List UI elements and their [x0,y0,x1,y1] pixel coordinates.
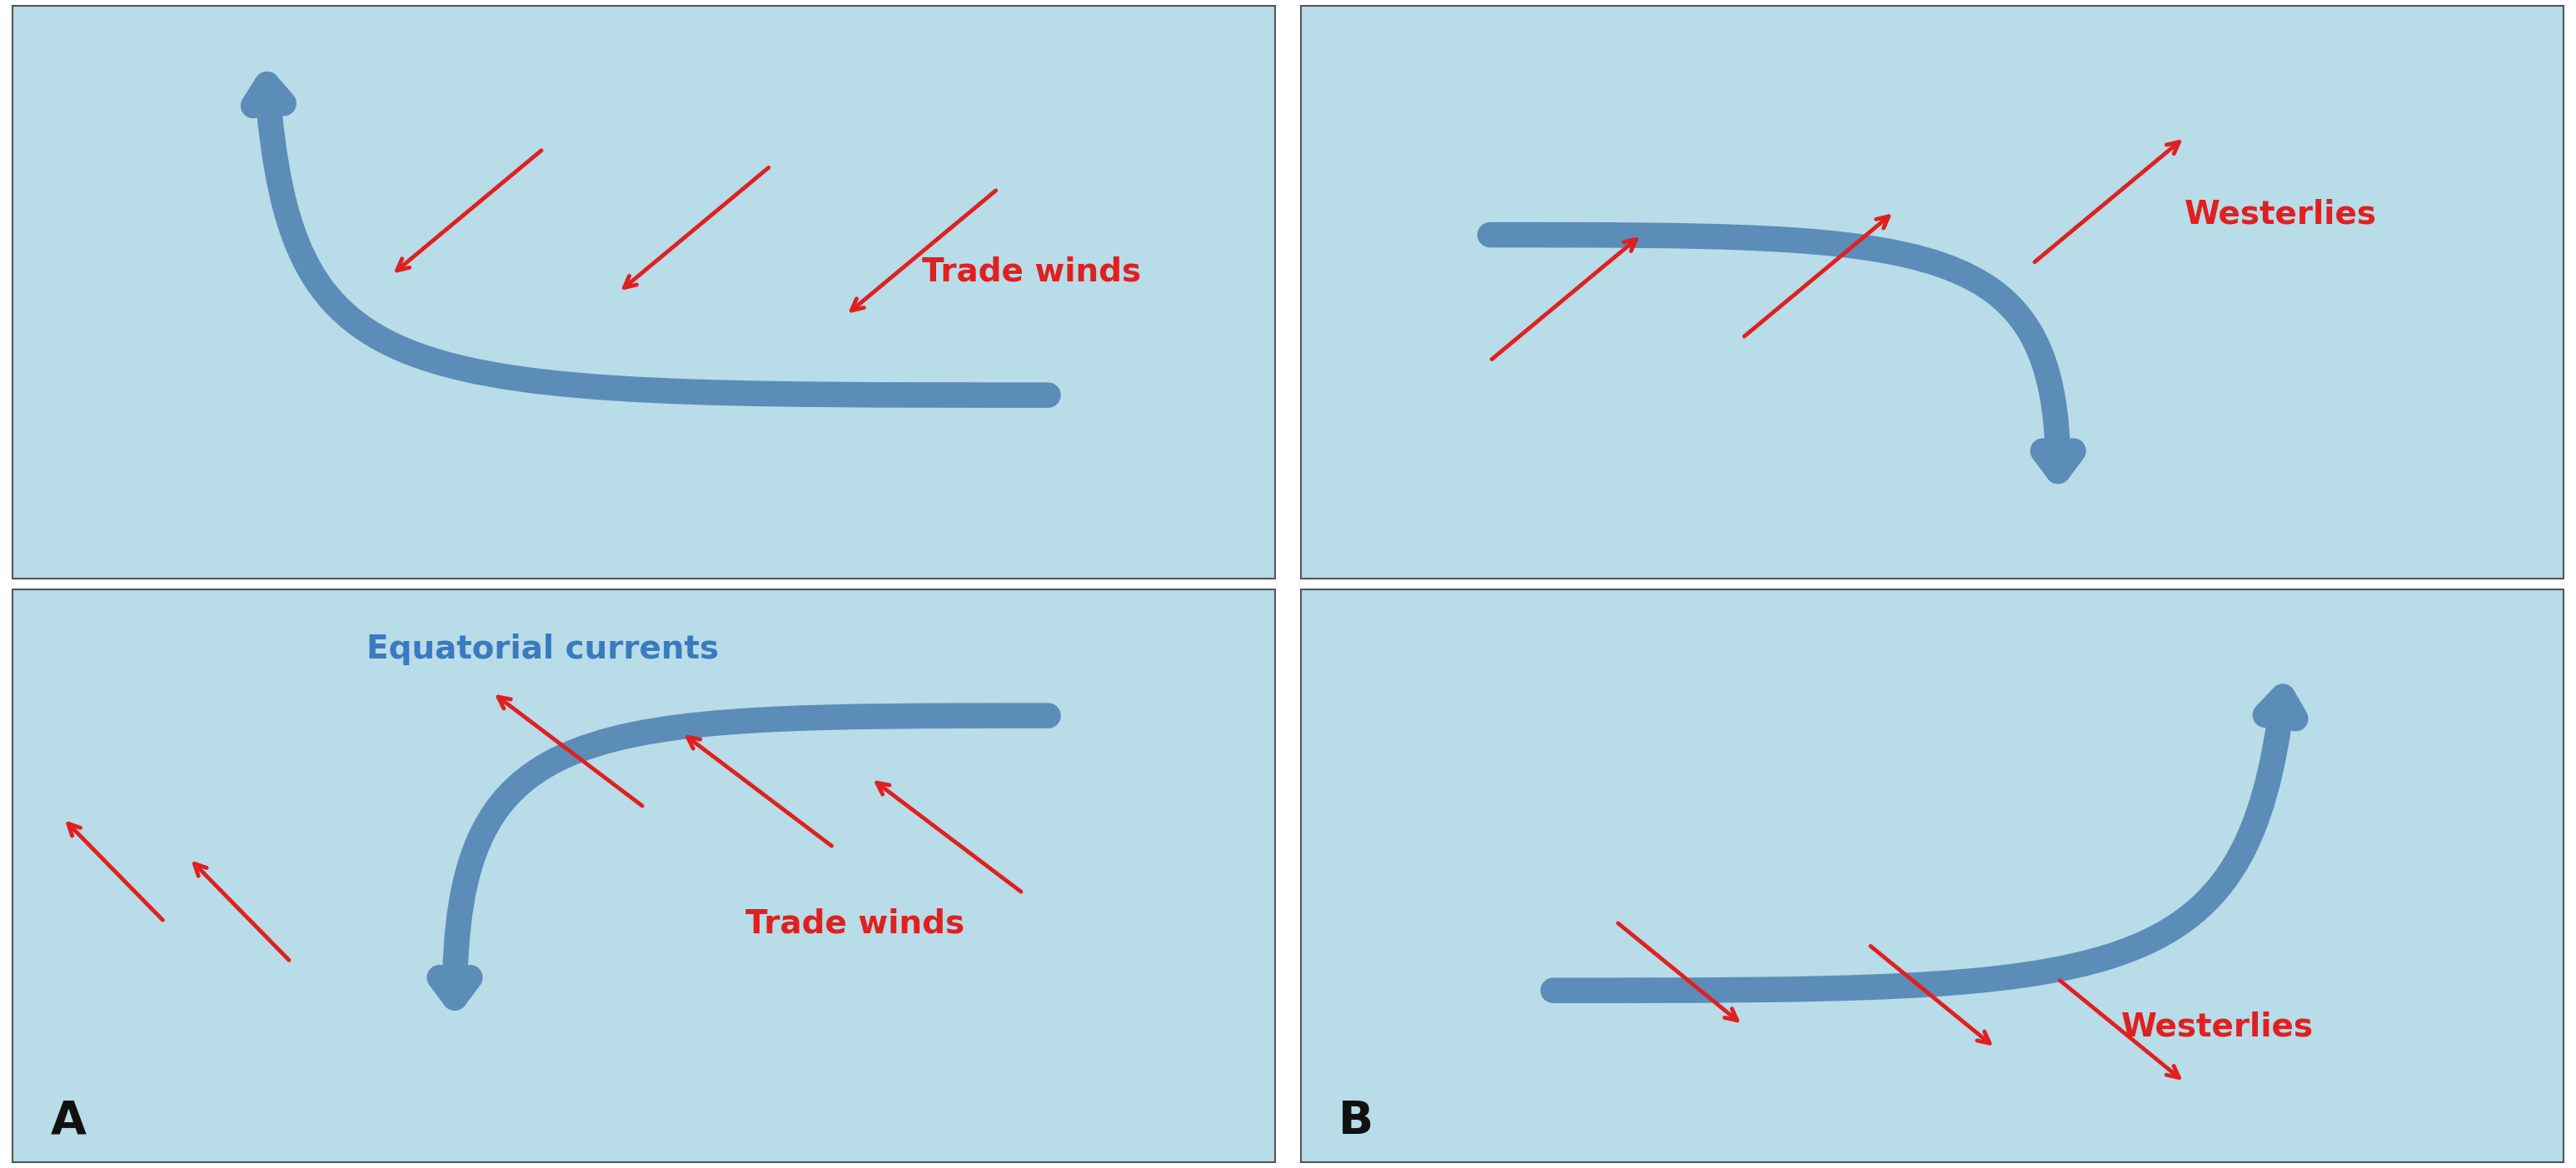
Text: A: A [52,1099,88,1143]
Text: Trade winds: Trade winds [922,256,1141,287]
Text: Westerlies: Westerlies [2184,199,2378,230]
FancyArrowPatch shape [1489,235,2074,471]
FancyArrowPatch shape [440,716,1048,997]
FancyArrowPatch shape [1553,696,2295,990]
Text: Equatorial currents: Equatorial currents [366,633,719,665]
Text: B: B [1314,1099,1347,1143]
Text: B: B [1340,1099,1373,1143]
FancyArrowPatch shape [252,84,1048,395]
Text: Westerlies: Westerlies [2120,1011,2313,1043]
Text: Trade winds: Trade winds [744,909,963,940]
